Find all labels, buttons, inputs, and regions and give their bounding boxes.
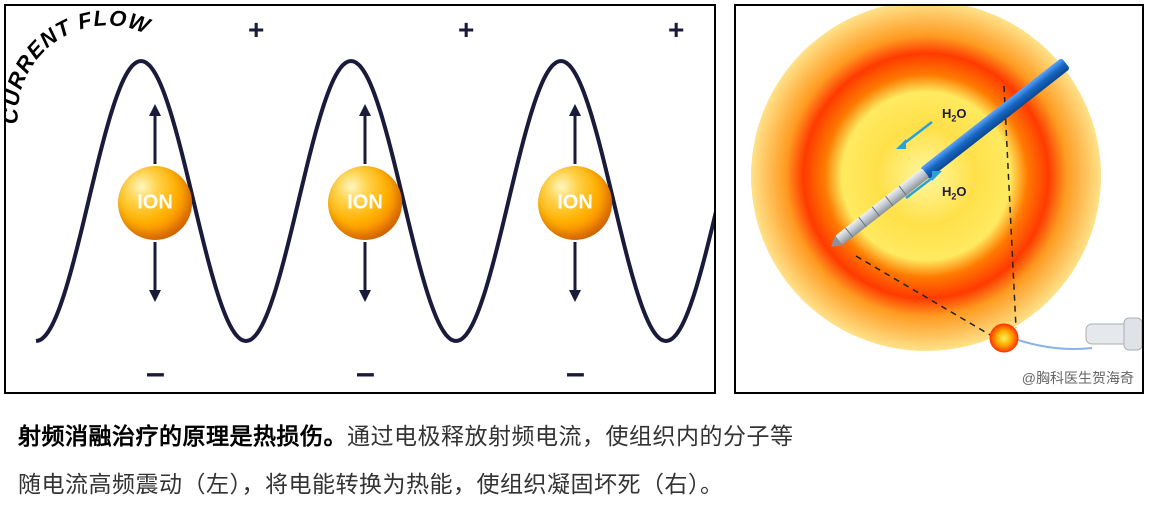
minus-3: – bbox=[566, 354, 585, 393]
cable bbox=[1018, 340, 1092, 349]
h2o-label-bottom: H2O bbox=[942, 184, 967, 202]
right-panel-heat-ablation: H2O H2O @胸科医生贺海奇 bbox=[734, 4, 1144, 394]
ion-label: ION bbox=[137, 192, 173, 215]
arrow-down-icon bbox=[147, 242, 163, 302]
caption-rest1: 通过电极释放射频电流，使组织内的分子等 bbox=[347, 423, 794, 449]
ion-3: ION bbox=[538, 166, 612, 240]
arrow-down-icon bbox=[567, 242, 583, 302]
ablation-handle bbox=[1086, 318, 1142, 350]
caption-bold: 射频消融治疗的原理是热损伤。 bbox=[18, 423, 347, 449]
watermark: @胸科医生贺海奇 bbox=[1022, 368, 1134, 388]
arrow-down-icon bbox=[357, 242, 373, 302]
minus-1: – bbox=[146, 354, 165, 393]
figure-caption: 射频消融治疗的原理是热损伤。通过电极释放射频电流，使组织内的分子等 随电流高频震… bbox=[0, 394, 1158, 509]
left-panel-current-flow: CURRENT FLOW + + + – – – ION ION bbox=[4, 4, 716, 394]
minus-2: – bbox=[356, 354, 375, 393]
plus-3: + bbox=[668, 14, 684, 46]
ion-label: ION bbox=[347, 192, 383, 215]
ion-2: ION bbox=[328, 166, 402, 240]
arrow-up-icon bbox=[357, 104, 373, 164]
ion-1: ION bbox=[118, 166, 192, 240]
ion-label: ION bbox=[557, 192, 593, 215]
plus-2: + bbox=[458, 14, 474, 46]
caption-line2: 随电流高频震动（左），将电能转换为热能，使组织凝固坏死（右）。 bbox=[18, 471, 724, 497]
svg-text:CURRENT FLOW: CURRENT FLOW bbox=[4, 5, 155, 124]
current-flow-label: CURRENT FLOW bbox=[4, 4, 200, 164]
arrow-up-icon bbox=[147, 104, 163, 164]
h2o-label-top: H2O bbox=[942, 106, 967, 124]
ablation-svg bbox=[736, 6, 1144, 394]
arrow-up-icon bbox=[567, 104, 583, 164]
plus-1: + bbox=[248, 14, 264, 46]
target-marker bbox=[990, 324, 1018, 352]
